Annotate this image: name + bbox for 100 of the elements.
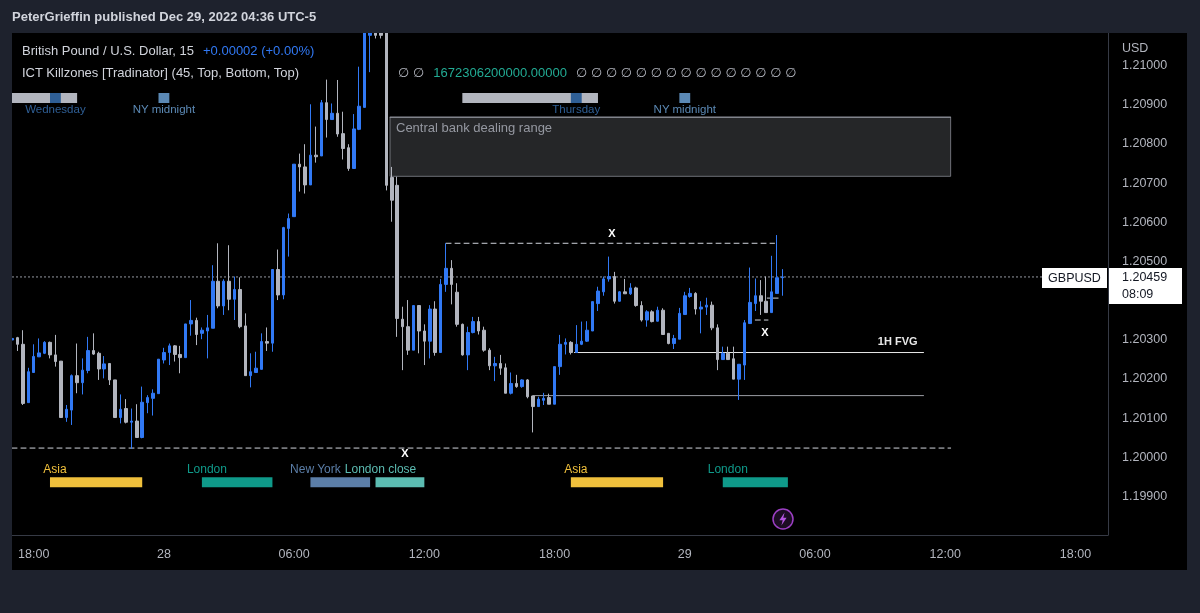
candlestick (341, 111, 345, 160)
candlestick (379, 33, 383, 39)
candlestick (743, 319, 746, 381)
candlestick (16, 336, 19, 352)
y-tick-label: 1.20900 (1122, 97, 1168, 112)
candlestick (206, 314, 209, 359)
series-label: Thursday (552, 102, 601, 115)
candlestick (113, 379, 117, 419)
candlestick (656, 306, 659, 323)
y-tick-label: 1.20000 (1122, 449, 1168, 464)
x-tick-label: 12:00 (408, 546, 441, 561)
candlestick (423, 323, 426, 366)
candlestick (287, 213, 290, 258)
candlestick (553, 366, 556, 405)
series-label: London (186, 462, 227, 477)
candlestick (499, 354, 502, 376)
candlestick (130, 408, 133, 450)
candlestick (385, 33, 388, 191)
candlestick (195, 317, 198, 346)
candlestick (580, 321, 583, 346)
y-tick-label: 1.20800 (1122, 136, 1168, 151)
candlestick (748, 267, 752, 325)
candlestick (721, 346, 725, 361)
candlestick (661, 307, 665, 336)
candlestick (705, 297, 708, 316)
series-label: NY midnight (653, 102, 717, 115)
candlestick (493, 356, 497, 382)
candlestick (645, 309, 649, 328)
y-tick-label: 1.20200 (1122, 371, 1168, 386)
candlestick (211, 264, 215, 329)
candlestick (292, 163, 296, 218)
candlestick (444, 242, 448, 293)
candlestick (238, 276, 242, 329)
series-label: London close (344, 462, 417, 477)
annotation: X (401, 447, 410, 459)
candlestick (276, 249, 280, 301)
x-tick-label: 18:00 (18, 546, 50, 561)
series-label: Central bank dealing range (395, 120, 553, 136)
candlestick (509, 372, 513, 395)
y-tick-label: 1.20459 (1122, 269, 1168, 284)
candlestick (640, 300, 643, 323)
candlestick (450, 259, 453, 305)
y-tick-label: 1.20300 (1122, 332, 1168, 347)
candlestick (520, 378, 524, 389)
y-tick-label: 1.20600 (1122, 214, 1168, 229)
candlestick (694, 291, 697, 316)
candlestick (330, 102, 334, 121)
candlestick (303, 143, 307, 195)
candlestick (48, 341, 52, 359)
annotation: ICT Killzones [Tradinator] (45, Top, Bottom, Top) (22, 65, 299, 80)
candlestick (32, 343, 35, 373)
x-tick-label: 06:00 (799, 546, 831, 561)
candlestick (401, 306, 404, 371)
candlestick (569, 340, 573, 355)
series-label: London (707, 462, 748, 477)
candlestick (455, 282, 459, 328)
series-label: NY midnight (132, 102, 196, 115)
candlestick (70, 373, 73, 426)
candlestick (162, 347, 166, 364)
candlestick (314, 126, 318, 164)
candlestick (596, 286, 600, 312)
candlestick (433, 300, 437, 357)
x-tick-label: 18:00 (538, 546, 571, 561)
annotation: ∅ ∅ (398, 65, 425, 80)
candlestick (417, 305, 421, 354)
candlestick (699, 300, 703, 334)
candlestick (770, 255, 773, 314)
candlestick (37, 337, 41, 358)
candlestick (547, 393, 551, 405)
series-label: Asia (564, 462, 588, 477)
candlestick (260, 332, 263, 370)
candlestick (374, 33, 377, 39)
candlestick (244, 312, 247, 377)
x-tick-label: 28 (156, 546, 171, 561)
annotation: 1672306200000.00000 (433, 65, 568, 80)
candlestick (488, 347, 491, 371)
candlestick (461, 323, 464, 357)
candlestick (119, 393, 122, 424)
candlestick (86, 336, 90, 374)
candlestick (146, 394, 149, 414)
candlestick (575, 324, 578, 354)
candlestick (282, 226, 285, 300)
y-tick-label: 1.20100 (1122, 410, 1168, 425)
x-tick-label: 29 (677, 546, 692, 561)
y-axis-title: USD (1122, 41, 1149, 55)
candlestick (732, 346, 735, 380)
candlestick (368, 33, 372, 73)
candlestick (585, 320, 589, 343)
candlestick (650, 309, 654, 323)
candlestick (623, 278, 627, 295)
candlestick (672, 334, 676, 350)
candlestick (151, 388, 155, 417)
candlestick (537, 396, 540, 408)
candlestick (189, 299, 193, 337)
candlestick (309, 103, 312, 186)
annotation: +0.00002 (+0.00%) (202, 43, 315, 58)
candlestick (135, 403, 139, 438)
candlestick (81, 357, 84, 395)
candlestick (542, 392, 545, 406)
candlestick (558, 334, 562, 376)
